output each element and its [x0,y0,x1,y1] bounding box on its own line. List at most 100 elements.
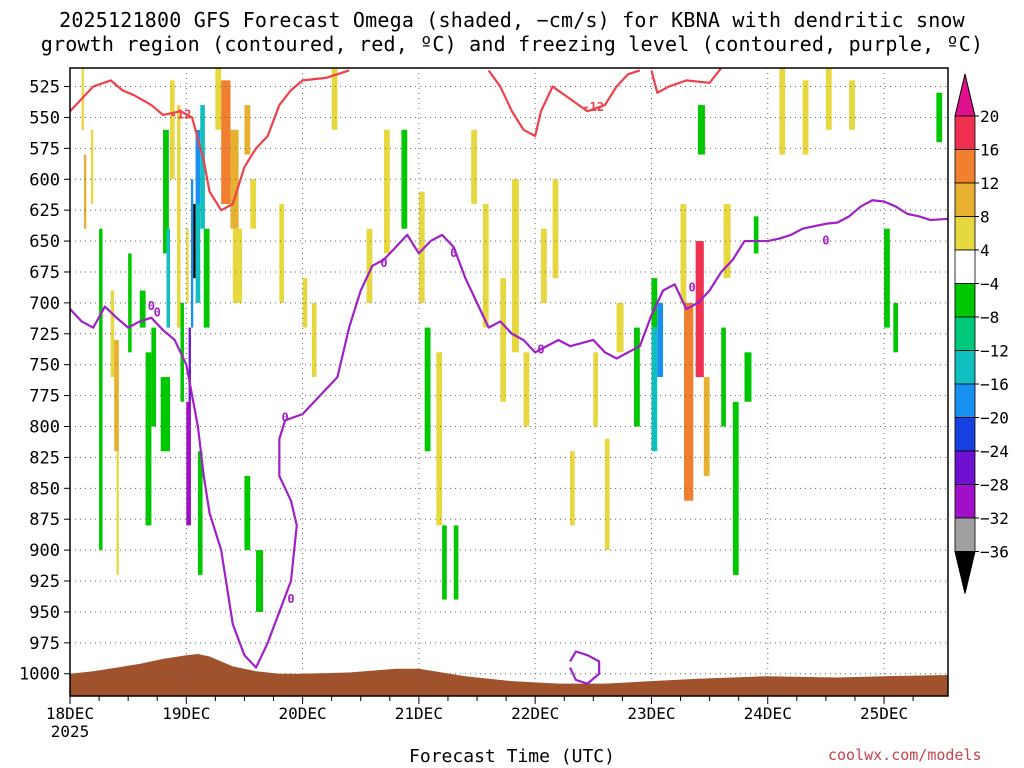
omega-cell [825,68,832,130]
colorbar-label: −20 [980,409,1009,428]
omega-cell [83,154,87,229]
y-tick-label: 1000 [19,665,60,685]
dendritic-label: -12 [170,107,192,121]
x-tick-label: 21DEC [395,704,443,723]
y-tick-label: 950 [29,603,60,623]
y-tick-label: 800 [29,418,60,438]
omega-cell [186,401,191,526]
colorbar-label: 12 [980,174,999,193]
y-tick-label: 675 [29,263,60,283]
omega-cell [884,228,890,328]
omega-cell [145,352,152,526]
omega-cell [695,241,704,378]
colorbar-label: 8 [980,208,990,227]
freezing-label: 0 [148,299,155,313]
colorbar-label: −16 [980,375,1009,394]
omega-cell [151,327,157,427]
chart-title-line2: growth region (contoured, red, ºC) and f… [40,32,984,56]
omega-cell [453,525,459,600]
dendritic-contour [69,69,350,212]
omega-cell [193,203,196,279]
x-tick-label: 25DEC [860,704,908,723]
omega-cell [680,203,687,303]
colorbar-segment [954,283,976,318]
y-tick-label: 900 [29,541,60,561]
colorbar-segment [954,316,976,351]
y-tick-label: 750 [29,356,60,376]
omega-cell [779,68,786,155]
omega-cell [114,339,119,452]
colorbar-label: 20 [980,107,999,126]
omega-cell [552,179,559,279]
omega-cell [244,475,251,551]
chart-title-line1: 2025121800 GFS Forecast Omega (shaded, −… [59,8,965,32]
omega-cell [302,278,308,328]
omega-cell [279,203,284,303]
omega-cell [221,80,231,204]
freezing-label: 0 [450,246,457,260]
omega-cell [203,228,210,328]
y-tick-label: 700 [29,294,60,314]
omega-cell [232,228,243,303]
x-tick-year: 2025 [51,722,90,741]
colorbar-label: −8 [980,308,999,327]
omega-cell [256,550,264,612]
credit-text: coolwx.com/models [828,746,982,764]
omega-cell [166,228,171,328]
y-tick-label: 550 [29,108,60,128]
omega-cell [540,228,547,303]
colorbar-segment [954,517,976,552]
axes: 525 550 575 600 625 650 675 700 725 750 775 800 825 8… [19,67,949,741]
colorbar-top-arrow [954,73,976,117]
omega-cell [651,278,658,328]
colorbar-segment [954,383,976,418]
colorbar-segment [954,350,976,385]
freezing-label: 0 [154,305,161,319]
omega-cell [936,92,943,143]
x-tick-label: 23DEC [627,704,675,723]
freezing-label: 0 [689,281,696,295]
x-tick-label: 20DEC [278,704,326,723]
freezing-contour [69,199,949,669]
omega-cell [684,302,694,501]
freezing-label: 0 [380,256,387,270]
omega-cell [176,105,181,328]
freezing-contour-loop [569,650,601,685]
omega-cell [703,377,710,476]
colorbar: 20 16 12 8 4 −4 −8 −12 −16 −20 −24 −28 −32 −36 [954,73,1009,594]
omega-cell [200,105,205,229]
colorbar-label: −36 [980,543,1009,562]
x-tick-label: 18DEC [46,704,94,723]
omega-cell [383,129,390,254]
y-tick-label: 525 [29,78,60,98]
plot-area: -12-12000000000 [69,67,949,696]
colorbar-label: 16 [980,141,999,160]
omega-cell [160,377,171,452]
colorbar-segment [954,149,976,184]
omega-cell [593,352,598,427]
omega-cell [744,352,752,402]
dendritic-label: -12 [582,100,604,114]
colorbar-segment [954,450,976,485]
omega-cell [753,216,759,254]
omega-cell [523,352,530,427]
y-tick-label: 875 [29,510,60,530]
omega-cell [230,129,239,229]
omega-cell [418,191,425,303]
omega-cell [482,203,489,328]
omega-cell [170,80,175,180]
colorbar-label: −32 [980,509,1009,528]
omega-cell [651,327,658,452]
colorbar-label: −24 [980,442,1009,461]
y-tick-label: 725 [29,325,60,345]
omega-cell [604,438,610,551]
x-axis-label: Forecast Time (UTC) [409,746,615,767]
omega-cell [90,129,94,204]
omega-cell [849,80,855,130]
omega-cell [186,228,189,303]
dendritic-contour [487,69,641,138]
omega-cell [570,451,575,526]
colorbar-label: −12 [980,342,1009,361]
x-tick-label: 24DEC [744,704,792,723]
freezing-label: 0 [537,342,544,356]
